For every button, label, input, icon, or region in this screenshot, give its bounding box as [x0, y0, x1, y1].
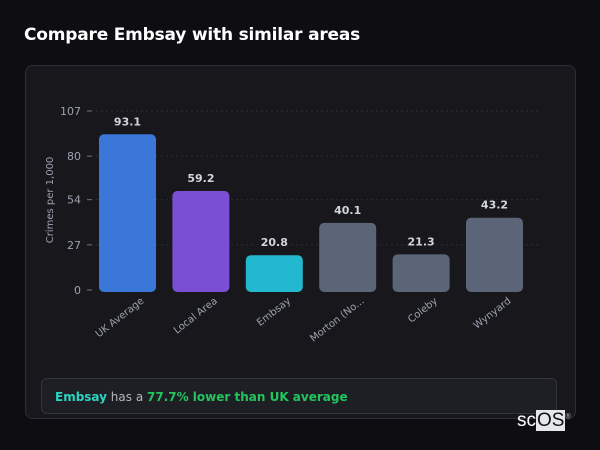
x-tick-label: Embsay: [255, 296, 293, 329]
data-label: 43.2: [481, 199, 508, 212]
y-axis-label: Crimes per 1,000: [45, 157, 56, 244]
x-tick-label: UK Average: [94, 296, 147, 340]
x-tick-label: Wynyard: [472, 296, 514, 332]
y-tick-label: 0: [74, 284, 81, 297]
page-title: Compare Embsay with similar areas: [24, 25, 361, 45]
data-label: 20.8: [261, 236, 288, 249]
y-tick-label: 54: [67, 194, 81, 207]
x-tick-label: Coleby: [406, 296, 440, 326]
bar-3: [245, 255, 303, 292]
y-tick-label: 107: [60, 105, 81, 118]
y-tick-label: 27: [67, 239, 81, 252]
insight-box: Embsay has a 77.7% lower than UK average: [41, 378, 557, 414]
bar-5: [392, 254, 450, 292]
data-label: 21.3: [408, 235, 435, 248]
y-tick-label: 80: [67, 150, 81, 163]
x-tick-label: Local Area: [172, 296, 220, 337]
bar-6: [466, 217, 523, 292]
data-label: 93.1: [114, 115, 141, 128]
insight-comparison: 77.7% lower than UK average: [147, 390, 348, 404]
data-label: 59.2: [187, 172, 214, 185]
bar-4: [319, 222, 377, 292]
bar-1: [99, 134, 156, 292]
data-label: 40.1: [334, 204, 361, 217]
insight-area: Embsay: [55, 390, 107, 404]
insight-text: has a: [106, 390, 147, 404]
watermark-logo: scOS®: [517, 410, 571, 431]
bar-2: [172, 190, 230, 292]
x-tick-label: Morton (No...: [308, 296, 366, 345]
